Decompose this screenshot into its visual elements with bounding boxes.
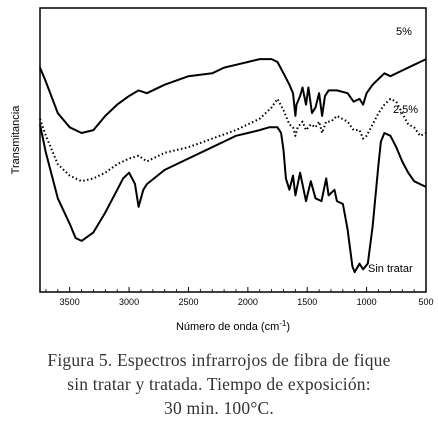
x-tick-label-3500: 3500 <box>60 297 80 307</box>
x-tick-label-1000: 1000 <box>357 297 377 307</box>
x-tick-label-3000: 3000 <box>119 297 139 307</box>
annotation-2-5pct: 2,5% <box>393 104 418 116</box>
x-tick-label-500: 500 <box>418 297 433 307</box>
caption-line-3: 30 min. 100°C. <box>164 398 274 418</box>
ftir-chart: 3500 3000 2500 2000 1500 1000 500 5% 2,5% Sin … <box>10 7 434 333</box>
series-line-2 <box>39 124 427 274</box>
x-axis-label: Número de onda (cm-1) <box>176 319 290 333</box>
x-axis-label-end: ) <box>286 321 290 333</box>
x-axis-ticks: 3500 3000 2500 2000 1500 1000 500 <box>45 287 434 307</box>
x-tick-label-2500: 2500 <box>178 297 198 307</box>
annotation-sin-tratar: Sin tratar <box>368 263 413 275</box>
annotation-5pct: 5% <box>396 26 412 38</box>
series-line-0 <box>39 58 427 134</box>
x-tick-label-1500: 1500 <box>297 297 317 307</box>
caption-line-2: sin tratar y tratada. Tiempo de exposici… <box>67 374 371 394</box>
figure-caption: Figura 5. Espectros infrarrojos de fibra… <box>0 348 438 420</box>
series-line-1 <box>39 97 427 183</box>
x-axis-label-sup: -1 <box>279 319 287 328</box>
plot-frame <box>39 7 427 293</box>
x-tick-label-2000: 2000 <box>238 297 258 307</box>
y-axis-label: Transmitancia <box>10 105 22 175</box>
caption-line-1: Figura 5. Espectros infrarrojos de fibra… <box>47 350 391 370</box>
x-axis-label-main: Número de onda (cm <box>176 321 279 333</box>
series-layer <box>39 58 427 274</box>
